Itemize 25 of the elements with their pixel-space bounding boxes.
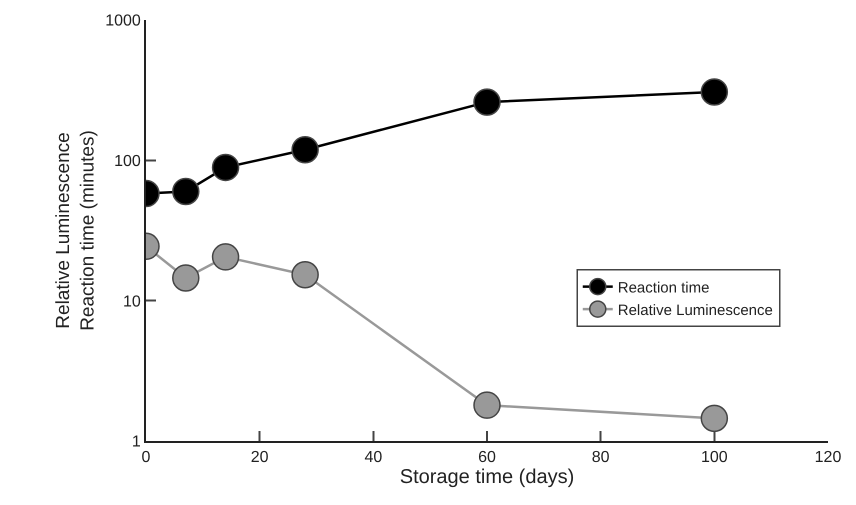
y-tick-label: 1 bbox=[132, 434, 141, 451]
y-axis-title: Relative Luminescence Reaction time (minutes) bbox=[52, 130, 99, 331]
point bbox=[473, 391, 501, 419]
y-tick-label: 1000 bbox=[105, 12, 141, 30]
x-tick-label: 60 bbox=[478, 449, 496, 466]
x-tick-label: 100 bbox=[700, 449, 728, 466]
point bbox=[700, 78, 728, 106]
point bbox=[700, 404, 728, 432]
point bbox=[172, 178, 200, 206]
y-tick-label: 100 bbox=[114, 152, 141, 170]
y-tick-label: 10 bbox=[123, 293, 141, 310]
point bbox=[212, 243, 240, 271]
x-axis-title: Storage time (days) bbox=[400, 466, 574, 488]
point bbox=[291, 136, 319, 164]
x-tick-label: 120 bbox=[814, 449, 842, 466]
x-tick-label: 20 bbox=[250, 449, 269, 466]
legend-label: Reaction time bbox=[618, 279, 710, 296]
x-tick-label: 80 bbox=[592, 449, 610, 466]
legend-label: Relative Luminescence bbox=[618, 302, 773, 319]
point bbox=[212, 154, 240, 182]
x-tick-label: 40 bbox=[364, 449, 382, 466]
point bbox=[291, 261, 319, 288]
x-tick-label: 0 bbox=[142, 449, 151, 466]
point bbox=[172, 264, 200, 292]
point bbox=[473, 88, 501, 116]
